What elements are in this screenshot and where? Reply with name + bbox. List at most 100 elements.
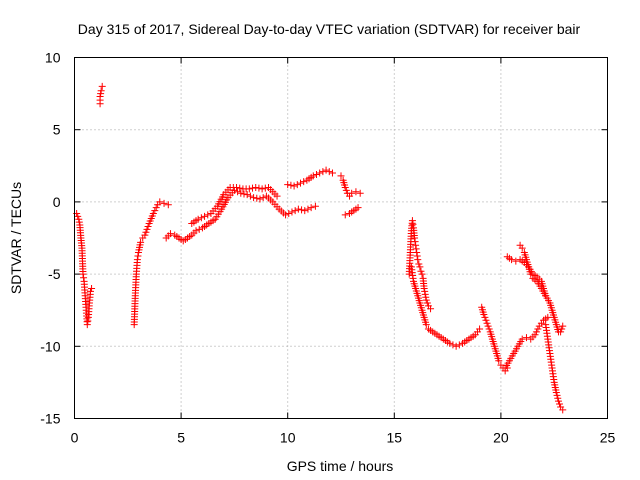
plot-frame xyxy=(74,57,608,419)
y-tick-label: -5 xyxy=(48,266,61,282)
data-point xyxy=(420,285,428,293)
data-point xyxy=(195,225,203,233)
data-point xyxy=(522,334,530,342)
data-point xyxy=(309,172,317,180)
data-point xyxy=(301,207,309,215)
data-point xyxy=(151,207,159,215)
data-point xyxy=(518,335,526,343)
data-point xyxy=(341,211,349,219)
y-tick-label: -10 xyxy=(40,338,60,354)
data-point xyxy=(558,325,566,333)
data-point xyxy=(518,244,526,252)
data-point xyxy=(559,406,567,414)
data-point xyxy=(142,228,150,236)
data-point xyxy=(293,181,301,189)
data-point xyxy=(134,252,142,260)
data-point xyxy=(243,191,251,199)
data-point xyxy=(508,256,516,264)
data-point xyxy=(422,293,430,301)
data-point xyxy=(160,199,168,207)
data-point xyxy=(288,208,296,216)
data-point xyxy=(411,238,419,246)
data-point xyxy=(554,394,562,402)
data-point xyxy=(556,400,564,408)
data-point xyxy=(166,230,174,238)
data-point xyxy=(312,170,320,178)
data-point xyxy=(527,270,535,278)
data-point xyxy=(197,214,205,222)
data-point xyxy=(290,182,298,190)
data-point xyxy=(75,215,83,223)
data-point xyxy=(421,290,429,298)
data-point xyxy=(240,190,248,198)
data-point xyxy=(554,397,562,405)
data-point xyxy=(137,238,145,246)
data-point xyxy=(75,218,83,226)
data-point xyxy=(427,305,435,313)
data-point xyxy=(483,319,491,327)
data-point xyxy=(476,325,484,333)
data-point xyxy=(97,87,105,95)
data-point xyxy=(255,184,263,192)
x-tick-label: 25 xyxy=(600,430,616,446)
data-point xyxy=(249,184,257,192)
data-point xyxy=(98,82,106,90)
data-point xyxy=(553,391,561,399)
data-point xyxy=(552,389,560,397)
axis-ticks: 0 5 10 15 20 25 -15 -10 -5 0 5 10 xyxy=(40,50,615,446)
data-point xyxy=(413,248,421,256)
data-point xyxy=(152,204,160,212)
y-tick-label: 10 xyxy=(45,50,61,66)
data-point xyxy=(356,189,364,197)
data-point xyxy=(246,192,254,200)
data-point xyxy=(86,287,94,295)
data-point xyxy=(322,166,330,174)
data-point xyxy=(204,211,212,219)
data-point xyxy=(97,90,105,98)
chart-title: Day 315 of 2017, Sidereal Day-to-day VTE… xyxy=(78,21,581,37)
data-point xyxy=(294,205,302,213)
data-point xyxy=(96,92,104,100)
x-axis-label: GPS time / hours xyxy=(287,458,394,474)
y-tick-label: 5 xyxy=(53,122,61,138)
data-point xyxy=(300,178,308,186)
data-point xyxy=(354,204,362,212)
data-point xyxy=(418,270,426,278)
data-point xyxy=(80,274,88,282)
data-point xyxy=(337,172,345,180)
data-point xyxy=(261,184,269,192)
data-point xyxy=(273,192,281,200)
data-point xyxy=(328,169,336,177)
data-point xyxy=(194,215,202,223)
data-point xyxy=(284,181,292,189)
data-point xyxy=(192,227,200,235)
data-point xyxy=(234,188,242,196)
data-point xyxy=(412,245,420,253)
data-point xyxy=(285,209,293,217)
data-point xyxy=(83,321,91,329)
data-point xyxy=(352,188,360,196)
data-point xyxy=(544,313,552,321)
data-point xyxy=(341,183,349,191)
data-point xyxy=(417,267,425,275)
data-point xyxy=(236,184,244,192)
data-point xyxy=(74,212,82,220)
data-point xyxy=(480,311,488,319)
grid xyxy=(74,57,608,419)
data-point xyxy=(311,202,319,210)
data-point xyxy=(84,317,92,325)
data-point xyxy=(414,256,422,264)
data-point xyxy=(495,357,503,365)
data-point xyxy=(422,296,430,304)
data-point xyxy=(411,234,419,242)
data-point xyxy=(296,179,304,187)
data-point xyxy=(455,341,463,349)
y-tick-label: -15 xyxy=(40,411,60,427)
x-tick-label: 5 xyxy=(177,430,185,446)
data-point xyxy=(409,220,417,228)
data-point xyxy=(412,241,420,249)
x-tick-label: 20 xyxy=(493,430,509,446)
data-point xyxy=(348,189,356,197)
data-point xyxy=(141,231,149,239)
